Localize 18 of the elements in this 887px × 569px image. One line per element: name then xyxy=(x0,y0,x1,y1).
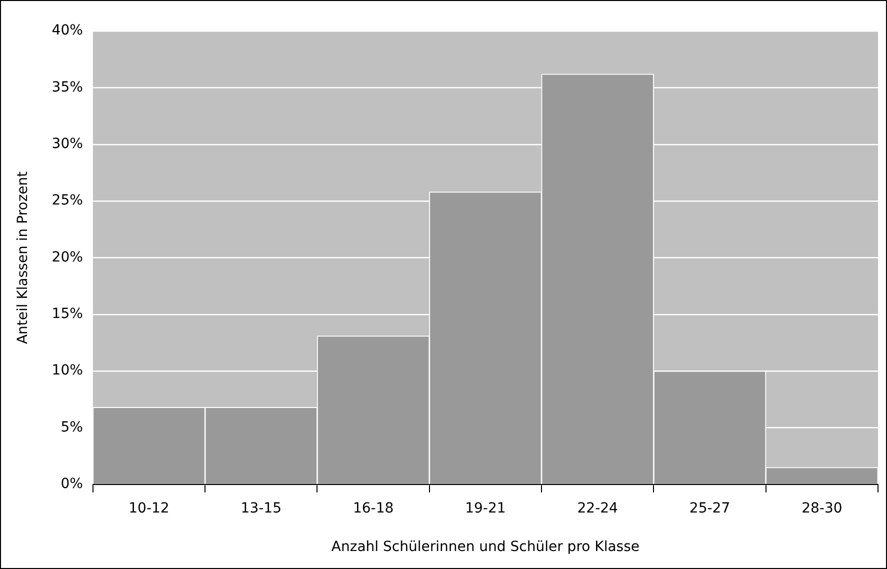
x-tick-label: 25-27 xyxy=(689,500,730,516)
x-tick-label: 19-21 xyxy=(465,500,506,516)
y-tick-label: 20% xyxy=(52,249,83,266)
y-tick-label: 15% xyxy=(52,306,83,322)
x-tick-label: 10-12 xyxy=(128,500,170,516)
y-tick-label: 30% xyxy=(52,136,83,152)
y-tick-label: 40% xyxy=(52,22,83,39)
y-tick-label: 5% xyxy=(60,419,83,436)
y-tick-label: 35% xyxy=(52,79,83,96)
y-tick-label: 0% xyxy=(60,476,83,492)
x-axis-title: Anzahl Schülerinnen und Schüler pro Klasse xyxy=(331,539,640,556)
x-tick-label: 13-15 xyxy=(240,500,282,516)
y-tick-label: 10% xyxy=(52,362,83,379)
x-tick-label: 16-18 xyxy=(352,500,394,516)
y-axis-title: Anteil Klassen in Prozent xyxy=(15,170,32,344)
x-tick-label: 22-24 xyxy=(577,500,618,516)
y-tick-label: 25% xyxy=(52,192,83,209)
x-tick-label: 28-30 xyxy=(802,500,842,516)
